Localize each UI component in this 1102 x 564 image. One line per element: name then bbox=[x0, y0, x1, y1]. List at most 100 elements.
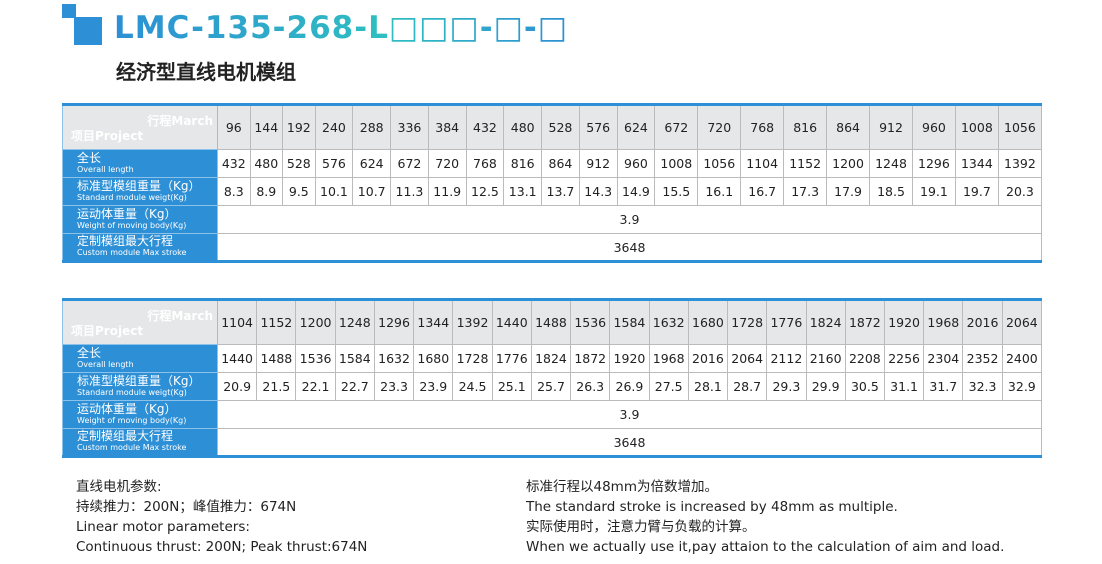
notes-left: 直线电机参数: 持续推力：200N；峰值推力：674N Linear motor… bbox=[76, 477, 367, 557]
length-cell: 672 bbox=[390, 149, 429, 178]
spec-table-1: 行程March 项目Project 96 144 192 240 288 336 384 432 4… bbox=[62, 103, 1043, 263]
stroke-cell: 768 bbox=[740, 104, 785, 150]
stroke-cell: 384 bbox=[427, 104, 467, 150]
weight-cell: 32.9 bbox=[1001, 372, 1043, 401]
notes-right: 标准行程以48mm为倍数增加。 The standard stroke is i… bbox=[526, 477, 1004, 557]
length-cell: 1968 bbox=[648, 344, 689, 373]
row-label-cn: 全长 bbox=[77, 150, 102, 165]
stroke-cell: 1920 bbox=[883, 299, 925, 345]
row-label-en: Standard module weigt(Kg) bbox=[77, 387, 187, 397]
length-cell: 864 bbox=[541, 149, 580, 178]
length-cell: 720 bbox=[427, 149, 467, 178]
length-cell: 2064 bbox=[727, 344, 768, 373]
project-label: 项目Project bbox=[71, 129, 144, 143]
weight-cell: 30.5 bbox=[844, 372, 885, 401]
row-label-en: Weight of moving body(Kg) bbox=[77, 415, 187, 425]
weight-cell: 20.3 bbox=[997, 177, 1043, 206]
length-cell: 1104 bbox=[740, 149, 785, 178]
table-row: 标准型模组重量（Kg） Standard module weigt(Kg) 8.3 8… bbox=[62, 177, 1043, 206]
header-row: 行程March 项目Project 1104 1152 1200 1248 1296 1344… bbox=[62, 299, 1043, 345]
stroke-cell: 672 bbox=[654, 104, 699, 150]
weight-cell: 26.9 bbox=[609, 372, 650, 401]
max-cell: 3648 bbox=[217, 428, 1042, 457]
spec-table-2: 行程March 项目Project 1104 1152 1200 1248 1296 1344… bbox=[62, 298, 1043, 458]
weight-cell: 8.3 bbox=[217, 177, 251, 206]
weight-cell: 22.1 bbox=[295, 372, 336, 401]
weight-cell: 29.9 bbox=[805, 372, 846, 401]
length-cell: 480 bbox=[249, 149, 284, 178]
row-label: 全长 Overall length bbox=[62, 344, 218, 373]
row-label-cn: 全长 bbox=[77, 345, 102, 360]
stroke-cell: 1584 bbox=[609, 299, 650, 345]
stroke-cell: 1632 bbox=[648, 299, 689, 345]
weight-cell: 13.1 bbox=[503, 177, 543, 206]
stroke-cell: 1104 bbox=[216, 299, 258, 345]
stroke-cell: 1968 bbox=[923, 299, 964, 345]
length-cell: 1920 bbox=[609, 344, 650, 373]
weight-cell: 9.5 bbox=[282, 177, 316, 206]
length-cell: 2352 bbox=[962, 344, 1003, 373]
table-row: 运动体重量（Kg） Weight of moving body(Kg) 3.9 bbox=[62, 205, 1042, 234]
length-cell: 1200 bbox=[826, 149, 871, 178]
length-cell: 1056 bbox=[697, 149, 742, 178]
length-cell: 960 bbox=[616, 149, 656, 178]
stroke-cell: 528 bbox=[541, 104, 580, 150]
stroke-cell: 912 bbox=[869, 104, 913, 150]
length-cell: 576 bbox=[314, 149, 354, 178]
stroke-cell: 1152 bbox=[256, 299, 297, 345]
length-cell: 1488 bbox=[256, 344, 297, 373]
weight-cell: 28.1 bbox=[687, 372, 729, 401]
note-line: 标准行程以48mm为倍数增加。 bbox=[526, 479, 718, 495]
weight-cell: 16.1 bbox=[697, 177, 742, 206]
stroke-cell: 864 bbox=[826, 104, 871, 150]
row-label: 标准型模组重量（Kg） Standard module weigt(Kg) bbox=[62, 177, 218, 206]
corner-cell: 行程March 项目Project bbox=[62, 104, 218, 150]
weight-cell: 23.3 bbox=[373, 372, 415, 401]
weight-cell: 10.1 bbox=[314, 177, 354, 206]
row-label-en: Standard module weigt(Kg) bbox=[77, 192, 187, 202]
table-row: 运动体重量（Kg） Weight of moving body(Kg) 3.9 bbox=[62, 400, 1042, 429]
length-cell: 432 bbox=[217, 149, 251, 178]
length-cell: 816 bbox=[503, 149, 543, 178]
note-line: Linear motor parameters: bbox=[76, 519, 250, 535]
stroke-cell: 2016 bbox=[962, 299, 1003, 345]
row-label: 定制模组最大行程 Custom module Max stroke bbox=[62, 233, 218, 262]
length-cell: 912 bbox=[578, 149, 618, 178]
length-cell: 1872 bbox=[570, 344, 611, 373]
model-title: LMC-135-268-L□□□-□-□ bbox=[114, 10, 569, 46]
row-label: 运动体重量（Kg） Weight of moving body(Kg) bbox=[62, 205, 218, 234]
weight-cell: 25.7 bbox=[530, 372, 572, 401]
length-cell: 2304 bbox=[923, 344, 964, 373]
project-label: 项目Project bbox=[71, 324, 144, 338]
stroke-cell: 576 bbox=[578, 104, 618, 150]
weight-cell: 21.5 bbox=[256, 372, 297, 401]
length-cell: 1344 bbox=[954, 149, 999, 178]
weight-cell: 25.1 bbox=[491, 372, 532, 401]
length-cell: 768 bbox=[465, 149, 505, 178]
logo-square-large bbox=[74, 17, 102, 45]
note-line: 直线电机参数: bbox=[76, 479, 162, 495]
length-cell: 624 bbox=[352, 149, 392, 178]
row-label-en: Overall length bbox=[77, 359, 134, 369]
weight-cell: 26.3 bbox=[570, 372, 611, 401]
stroke-cell: 1728 bbox=[727, 299, 768, 345]
stroke-cell: 192 bbox=[282, 104, 316, 150]
weight-cell: 31.7 bbox=[923, 372, 964, 401]
stroke-cell: 1680 bbox=[687, 299, 729, 345]
weight-cell: 19.7 bbox=[954, 177, 999, 206]
row-label-en: Custom module Max stroke bbox=[77, 248, 187, 257]
row-label-cn: 标准型模组重量（Kg） bbox=[77, 373, 201, 388]
row-label: 全长 Overall length bbox=[62, 149, 218, 178]
length-cell: 1824 bbox=[530, 344, 572, 373]
length-cell: 2256 bbox=[883, 344, 925, 373]
weight-cell: 19.1 bbox=[911, 177, 956, 206]
moving-cell: 3.9 bbox=[217, 205, 1042, 234]
length-cell: 528 bbox=[282, 149, 316, 178]
row-label: 运动体重量（Kg） Weight of moving body(Kg) bbox=[62, 400, 218, 429]
note-line: The standard stroke is increased by 48mm… bbox=[526, 499, 898, 515]
stroke-cell: 336 bbox=[390, 104, 429, 150]
stroke-cell: 1872 bbox=[844, 299, 885, 345]
stroke-cell: 432 bbox=[465, 104, 505, 150]
stroke-cell: 1536 bbox=[570, 299, 611, 345]
table-row: 全长 Overall length 432 480 528 576 624 672 720 768… bbox=[62, 149, 1043, 178]
